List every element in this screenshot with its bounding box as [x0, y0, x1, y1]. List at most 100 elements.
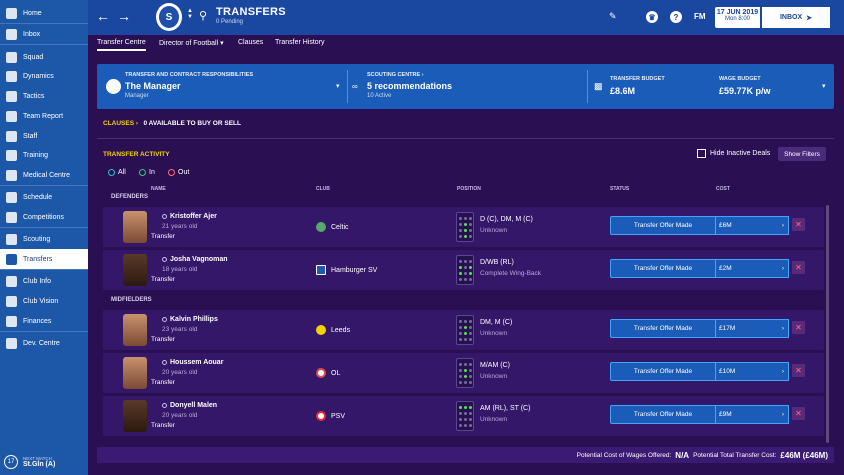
player-age: 21 years old [162, 223, 198, 230]
back-arrow-icon[interactable]: ← [96, 8, 110, 24]
column-header-club[interactable]: CLUB [316, 186, 330, 192]
table-row[interactable]: Houssem Aouar 20 years old Transfer OL M… [103, 353, 824, 393]
next-match-label: NEXT MATCH [23, 455, 52, 461]
sidebar-item-training[interactable]: Training [0, 145, 88, 165]
sidebar-item-scouting[interactable]: Scouting [0, 229, 88, 249]
tab-director-of-football[interactable]: Director of Football ▾ [159, 39, 224, 47]
column-header-status[interactable]: STATUS [610, 186, 630, 192]
club-badge-icon [316, 411, 326, 421]
search-icon[interactable]: ⚲ [199, 10, 208, 22]
sidebar-item-label: Inbox [23, 30, 41, 38]
fm-menu[interactable]: FM [694, 12, 706, 21]
transfer-cost[interactable]: £17M › [716, 319, 789, 338]
chevron-down-icon[interactable]: ▾ [336, 83, 340, 90]
shortlist-icon [162, 257, 167, 262]
transfer-type: Transfer [151, 379, 175, 386]
filter-in[interactable]: In [139, 169, 155, 176]
sidebar-item-finances[interactable]: Finances [0, 311, 88, 331]
tab-transfer-centre[interactable]: Transfer Centre [97, 39, 146, 51]
wages-offered-value: N/A [675, 450, 690, 460]
sidebar-item-club-vision[interactable]: Club Vision [0, 291, 88, 311]
show-filters-button[interactable]: Show Filters [778, 147, 826, 161]
column-header-cost[interactable]: COST [716, 186, 730, 192]
player-club[interactable]: OL [316, 368, 340, 378]
transfer-cost[interactable]: £9M › [716, 405, 789, 424]
hide-inactive-checkbox[interactable]: Hide Inactive Deals [697, 149, 770, 158]
sidebar-item-dynamics[interactable]: Dynamics [0, 66, 88, 86]
sidebar-item-transfers[interactable]: Transfers [0, 249, 88, 269]
sidebar-item-dev-centre[interactable]: Dev. Centre [0, 333, 88, 353]
player-name[interactable]: Donyell Malen [162, 402, 217, 409]
transfer-cost[interactable]: £2M › [716, 259, 789, 278]
inbox-button[interactable]: INBOX ➤ [762, 7, 830, 28]
transfer-cost[interactable]: £6M › [716, 216, 789, 235]
remove-icon[interactable]: ✕ [792, 218, 805, 231]
player-name[interactable]: Kalvin Phillips [162, 316, 218, 323]
club-info-icon [6, 275, 17, 287]
sidebar-item-schedule[interactable]: Schedule [0, 187, 88, 207]
sidebar-item-label: Finances [23, 317, 52, 325]
tab-transfer-history[interactable]: Transfer History [275, 39, 325, 46]
scouting-icon [6, 233, 17, 245]
player-club[interactable]: Leeds [316, 325, 350, 335]
transfer-type: Transfer [151, 276, 175, 283]
transfer-status[interactable]: Transfer Offer Made [610, 216, 716, 235]
forward-arrow-icon[interactable]: → [117, 8, 131, 24]
table-row[interactable]: Donyell Malen 20 years old Transfer PSV … [103, 396, 824, 436]
transfer-status[interactable]: Transfer Offer Made [610, 405, 716, 424]
filter-out[interactable]: Out [168, 169, 189, 176]
filter-all[interactable]: All [108, 169, 126, 176]
sidebar-item-club-info[interactable]: Club Info [0, 271, 88, 291]
remove-icon[interactable]: ✕ [792, 364, 805, 377]
clauses-summary[interactable]: CLAUSES › 0 AVAILABLE TO BUY OR SELL [103, 120, 241, 127]
sidebar-item-competitions[interactable]: Competitions [0, 207, 88, 227]
remove-icon[interactable]: ✕ [792, 261, 805, 274]
sidebar-item-staff[interactable]: Staff [0, 126, 88, 146]
transfer-status[interactable]: Transfer Offer Made [610, 319, 716, 338]
transfer-status[interactable]: Transfer Offer Made [610, 362, 716, 381]
remove-icon[interactable]: ✕ [792, 321, 805, 334]
player-name[interactable]: Houssem Aouar [162, 359, 223, 366]
club-crest[interactable]: S [156, 3, 182, 31]
remove-icon[interactable]: ✕ [792, 407, 805, 420]
sidebar-item-inbox[interactable]: Inbox [0, 24, 88, 44]
sidebar-item-label: Club Vision [23, 297, 59, 305]
scouting-centre-label[interactable]: SCOUTING CENTRE › [367, 72, 424, 78]
club-badge-icon[interactable]: ♛ [646, 11, 658, 23]
player-position: D/WB (RL) [480, 259, 514, 266]
player-name[interactable]: Josha Vagnoman [162, 256, 228, 263]
table-row[interactable]: Kalvin Phillips 23 years old Transfer Le… [103, 310, 824, 350]
date-display[interactable]: 17 JUN 2019 Mon 8:00 [715, 7, 760, 28]
sidebar-item-team-report[interactable]: Team Report [0, 106, 88, 126]
responsibilities-value[interactable]: The Manager [125, 81, 181, 91]
tab-clauses[interactable]: Clauses [238, 39, 264, 46]
transfer-status[interactable]: Transfer Offer Made [610, 259, 716, 278]
inbox-icon [6, 28, 17, 40]
player-club[interactable]: Celtic [316, 222, 349, 232]
scouting-recommendations[interactable]: 5 recommendations [367, 81, 453, 91]
sidebar-item-squad[interactable]: Squad [0, 47, 88, 67]
club-switch-arrows-icon[interactable]: ▲ ▼ [187, 8, 193, 20]
shortlist-icon [162, 403, 167, 408]
scrollbar[interactable] [826, 205, 829, 443]
checkbox[interactable] [697, 149, 706, 158]
column-header-position[interactable]: POSITION [457, 186, 481, 192]
transfer-cost[interactable]: £10M › [716, 362, 789, 381]
table-row[interactable]: Kristoffer Ajer 21 years old Transfer Ce… [103, 207, 824, 247]
sidebar-item-home[interactable]: Home [0, 3, 88, 23]
help-icon[interactable]: ? [670, 11, 682, 23]
scouting-active: 10 Active [367, 93, 392, 99]
chevron-down-icon[interactable]: ▾ [822, 83, 826, 90]
player-position: M/AM (C) [480, 362, 510, 369]
player-name[interactable]: Kristoffer Ajer [162, 213, 217, 220]
edit-icon[interactable]: ✎ [609, 11, 617, 21]
next-match[interactable]: 17 NEXT MATCH St.Gln (A) [0, 448, 88, 475]
sidebar-item-tactics[interactable]: Tactics [0, 86, 88, 106]
table-row[interactable]: Josha Vagnoman 18 years old Transfer Ham… [103, 250, 824, 290]
manager-icon [106, 79, 121, 94]
divider [0, 269, 88, 270]
sidebar-item-medical-centre[interactable]: Medical Centre [0, 165, 88, 185]
player-club[interactable]: Hamburger SV [316, 265, 377, 275]
player-club[interactable]: PSV [316, 411, 345, 421]
column-header-name[interactable]: NAME [151, 186, 166, 192]
